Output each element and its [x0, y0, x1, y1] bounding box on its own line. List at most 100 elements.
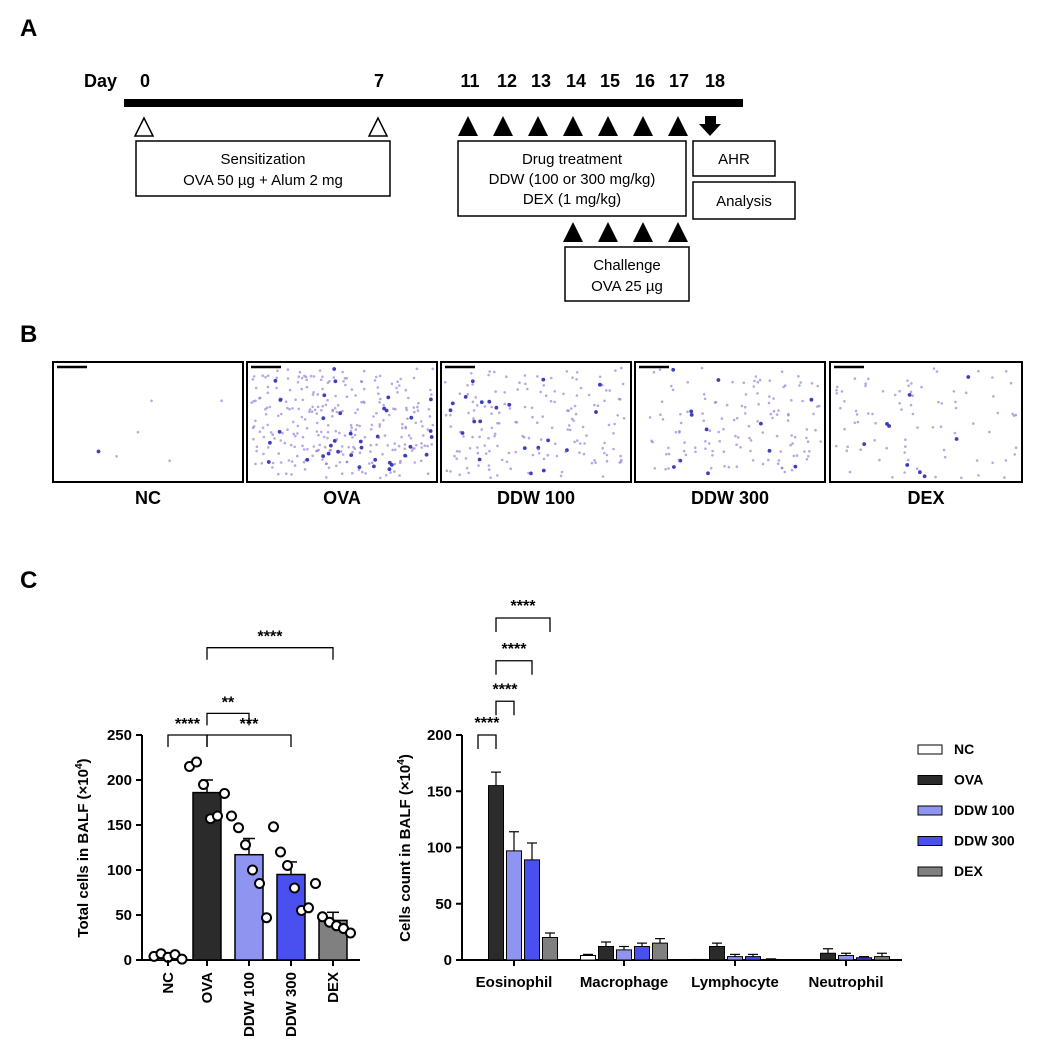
significance-bracket: [477, 734, 497, 749]
x-tick-label-nc: NC: [160, 972, 177, 994]
cell-dot: [835, 392, 839, 395]
cell-dot: [703, 397, 707, 401]
cell-dot: [734, 434, 737, 438]
cell-dot: [1004, 370, 1008, 373]
bar-macrophage-nc: [580, 955, 596, 961]
cell-dot: [779, 450, 783, 453]
cell-dot: [524, 382, 527, 386]
cell-dot: [670, 384, 673, 388]
cell-dot: [607, 423, 611, 427]
cell-dot: [393, 470, 396, 473]
cell-dot: [310, 410, 314, 414]
cell-dot: [313, 408, 317, 412]
cell-dot: [756, 420, 759, 423]
cell-dot: [220, 399, 223, 403]
day-16-label: 16: [635, 71, 655, 91]
significance-label: **: [222, 694, 235, 711]
cell-dot: [424, 452, 429, 457]
cell-dot: [345, 395, 349, 399]
cell-dot: [312, 391, 315, 394]
cell-dot: [704, 440, 707, 443]
cell-dot: [429, 397, 433, 402]
cell-dot: [478, 419, 483, 424]
cell-dot: [294, 434, 297, 438]
cell-dot: [585, 434, 588, 437]
cell-dot: [840, 390, 844, 393]
cell-dot: [920, 385, 923, 389]
drug-treatment-detail-1: DDW (100 or 300 mg/kg): [489, 171, 656, 188]
cell-dot: [807, 455, 810, 458]
y-tick-label-types: 100: [427, 840, 452, 857]
micrograph-ova: OVA: [246, 361, 438, 508]
micrograph-label-nc: NC: [135, 488, 161, 508]
cell-dot: [772, 409, 776, 413]
day-13-label: 13: [531, 71, 551, 91]
cell-dot: [605, 459, 609, 463]
cell-dot: [353, 433, 357, 437]
cell-dot: [334, 394, 337, 398]
cell-dot: [395, 386, 398, 390]
cell-dot: [349, 453, 354, 457]
cell-dot: [455, 457, 459, 461]
cell-dot: [316, 405, 320, 409]
cell-dot: [768, 379, 772, 383]
cell-dot: [953, 431, 957, 435]
cell-dot: [661, 418, 665, 421]
cell-dot: [472, 409, 476, 412]
cell-dot: [357, 465, 362, 469]
cell-dot: [972, 422, 975, 425]
cell-dot: [331, 415, 334, 418]
data-point-ddw-100: [233, 822, 244, 834]
cell-dot: [490, 405, 493, 409]
cell-dot: [732, 418, 736, 422]
cell-dot: [812, 412, 815, 416]
cell-dot: [507, 451, 511, 455]
cell-dot: [573, 440, 576, 444]
legend-swatch-nc: [917, 744, 943, 755]
cell-dot: [96, 449, 101, 454]
cell-dot: [916, 426, 919, 429]
x-tick-label-ddw-100: DDW 100: [241, 972, 258, 1037]
cell-dot: [579, 386, 583, 390]
y-tick-label-types: 150: [427, 783, 452, 800]
cell-dot: [819, 440, 822, 443]
cell-dot: [275, 386, 278, 390]
cell-dot: [667, 452, 671, 456]
cell-dot: [582, 452, 586, 456]
cell-dot: [550, 376, 553, 380]
cell-dot: [285, 472, 288, 476]
cell-dot: [801, 399, 804, 403]
cell-dot: [410, 449, 414, 452]
cell-dot: [373, 457, 378, 462]
micrograph-frame-ddw100: [440, 361, 632, 483]
cell-field-nc: [96, 399, 223, 463]
bar-eosinophil-ddw-300: [524, 859, 540, 961]
legend-swatch-ova: [917, 775, 943, 785]
cell-dot: [312, 375, 316, 378]
cell-dot: [725, 403, 729, 407]
cell-dot: [523, 405, 527, 409]
significance-label: ****: [475, 715, 501, 732]
cell-dot: [284, 400, 288, 404]
cell-dot: [911, 412, 915, 416]
cell-dot: [991, 376, 994, 379]
cell-dot: [954, 400, 957, 404]
cell-dot: [378, 401, 381, 404]
cell-dot: [943, 455, 947, 459]
significance-bracket: [206, 647, 334, 660]
data-point-ddw-300: [275, 846, 286, 858]
drug-marker-day12: [493, 116, 513, 136]
cell-dot: [343, 434, 347, 437]
cell-dot: [271, 433, 275, 437]
cell-dot: [271, 466, 274, 469]
cell-dot: [361, 470, 364, 474]
cell-dot: [266, 385, 270, 389]
cell-dot: [403, 447, 407, 451]
cell-dot: [323, 445, 327, 449]
cell-dot: [576, 439, 579, 442]
data-point-ddw-100: [247, 864, 258, 876]
cell-dot: [867, 377, 870, 381]
cell-dot: [777, 459, 781, 462]
cell-dot: [320, 409, 323, 412]
cell-dot: [382, 403, 385, 407]
